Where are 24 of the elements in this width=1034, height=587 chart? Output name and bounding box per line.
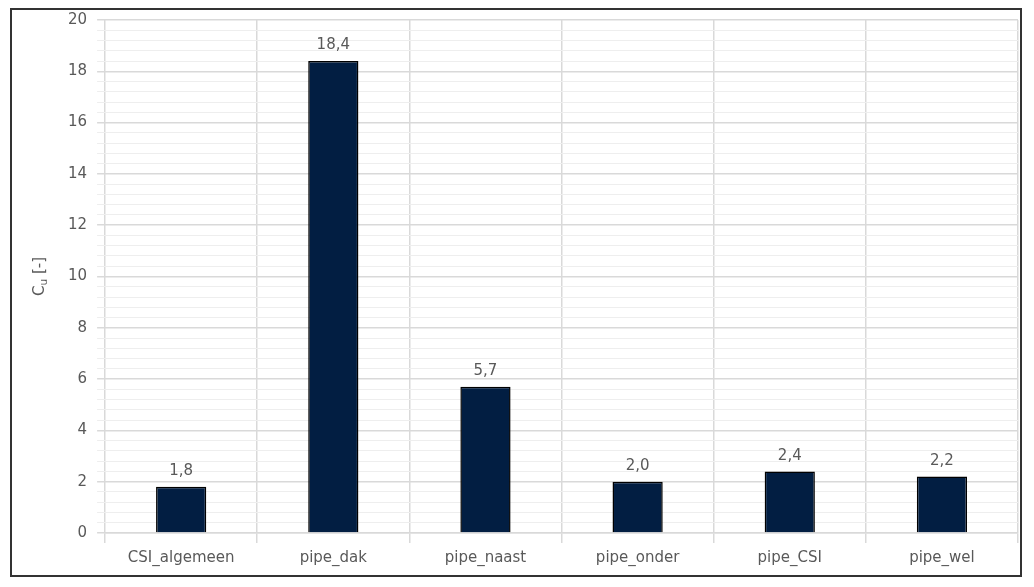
x-tick-label: pipe_wel xyxy=(909,547,975,567)
x-tick-label: pipe_CSI xyxy=(757,547,822,567)
x-tick-label: CSI_algemeen xyxy=(127,547,235,567)
x-tick-label: pipe_naast xyxy=(444,547,527,567)
data-label: 1,8 xyxy=(169,461,194,480)
y-tick-label: 12 xyxy=(67,215,88,234)
data-label: 2,0 xyxy=(625,456,650,475)
y-tick-label: 8 xyxy=(77,317,88,336)
y-tick-label: 18 xyxy=(67,61,88,80)
data-label: 5,7 xyxy=(473,361,498,380)
data-label: 18,4 xyxy=(316,35,351,54)
y-tick-label: 16 xyxy=(67,112,88,131)
x-tick-label: pipe_onder xyxy=(595,547,681,567)
y-axis-title: Cu [-] xyxy=(29,256,50,297)
data-label: 2,4 xyxy=(777,445,802,464)
x-tick-label: pipe_dak xyxy=(299,547,368,567)
data-label: 2,2 xyxy=(929,450,954,469)
y-tick-label: 20 xyxy=(67,9,88,28)
y-tick-label: 2 xyxy=(77,471,88,490)
y-tick-label: 4 xyxy=(77,420,88,439)
y-tick-label: 10 xyxy=(67,266,88,285)
y-tick-label: 6 xyxy=(77,368,88,387)
y-tick-label: 14 xyxy=(67,163,88,182)
y-tick-label: 0 xyxy=(77,522,88,541)
